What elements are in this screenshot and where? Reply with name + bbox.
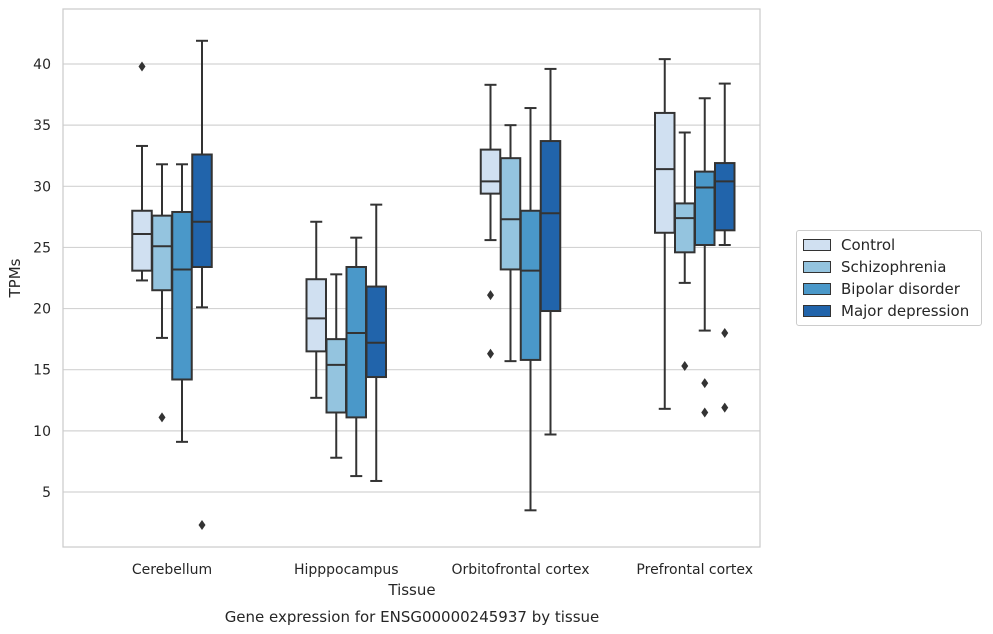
box-major-depression-3: [714, 82, 736, 413]
outlier-point: [701, 407, 709, 418]
x-axis-label: Tissue: [387, 581, 435, 599]
y-tick-label: 35: [33, 118, 51, 134]
y-tick-label: 20: [33, 302, 51, 318]
iqr-box: [171, 210, 193, 381]
legend-label-schizophrenia: Schizophrenia: [841, 258, 947, 276]
box-schizophrenia-3: [674, 131, 696, 372]
legend-label-major-depression: Major depression: [841, 302, 970, 320]
box-schizophrenia-1: [325, 273, 347, 459]
legend-item-schizophrenia: Schizophrenia: [803, 257, 946, 277]
legend-swatch-control: [803, 239, 831, 251]
legend-swatch-major-depression: [803, 305, 831, 317]
iqr-box: [714, 162, 736, 232]
legend-item-major-depression: Major depression: [803, 301, 969, 321]
iqr-box: [191, 153, 213, 268]
y-tick-label: 10: [33, 424, 51, 440]
iqr-box: [345, 265, 367, 419]
box-major-depression-1: [365, 203, 387, 482]
box-control-0: [131, 61, 153, 282]
y-tick-label: 40: [33, 57, 51, 73]
iqr-box: [539, 140, 562, 313]
x-tick-label: Orbitofrontal cortex: [452, 562, 590, 578]
box-major-depression-2: [539, 67, 562, 436]
chart-caption: Gene expression for ENSG00000245937 by t…: [225, 608, 600, 626]
iqr-box: [151, 214, 173, 292]
legend: Control Schizophrenia Bipolar disorder M…: [796, 230, 982, 326]
box-bipolar-disorder-1: [345, 236, 367, 478]
iqr-box: [479, 148, 502, 195]
iqr-box: [694, 170, 716, 246]
box-major-depression-0: [191, 39, 213, 530]
iqr-box: [325, 338, 347, 414]
x-tick-label: Prefrontal cortex: [636, 562, 753, 578]
plot-area-frame: [62, 8, 761, 548]
box-bipolar-disorder-2: [519, 107, 542, 512]
iqr-box: [654, 111, 676, 234]
legend-swatch-schizophrenia: [803, 261, 831, 273]
legend-item-bipolar-disorder: Bipolar disorder: [803, 279, 960, 299]
box-control-1: [305, 220, 327, 399]
iqr-box: [131, 209, 153, 272]
box-bipolar-disorder-3: [694, 97, 716, 418]
box-schizophrenia-0: [151, 163, 173, 423]
box-schizophrenia-2: [499, 124, 522, 363]
iqr-box: [365, 285, 387, 379]
legend-label-control: Control: [841, 236, 896, 254]
y-tick-label: 5: [42, 485, 51, 501]
outlier-point: [487, 348, 494, 359]
y-tick-label: 30: [33, 179, 51, 195]
outlier-point: [158, 412, 166, 423]
iqr-box: [519, 209, 542, 361]
iqr-box: [499, 157, 522, 271]
y-axis-label: TPMs: [6, 258, 24, 298]
outlier-point: [721, 328, 729, 339]
iqr-box: [305, 278, 327, 353]
box-groups: [131, 39, 736, 530]
x-tick-labels: Cerebellum Hipppocampus Orbitofrontal cort…: [132, 562, 753, 578]
x-tick-label: Cerebellum: [132, 562, 212, 578]
box-bipolar-disorder-0: [171, 163, 193, 443]
box-control-3: [654, 58, 676, 410]
y-tick-labels: 5 10 15 20 25 30 35 40: [33, 57, 51, 501]
outlier-point: [138, 61, 146, 72]
y-tick-label: 15: [33, 363, 51, 379]
outlier-point: [487, 290, 494, 301]
legend-swatch-bipolar-disorder: [803, 283, 831, 295]
outlier-point: [681, 361, 689, 372]
x-tick-label: Hipppocampus: [294, 562, 399, 578]
legend-item-control: Control: [803, 235, 895, 255]
outlier-point: [721, 402, 729, 413]
iqr-box: [674, 202, 696, 254]
outlier-point: [198, 519, 206, 530]
outlier-point: [701, 378, 709, 389]
box-control-2: [479, 83, 502, 359]
legend-label-bipolar-disorder: Bipolar disorder: [841, 280, 960, 298]
y-tick-label: 25: [33, 240, 51, 256]
